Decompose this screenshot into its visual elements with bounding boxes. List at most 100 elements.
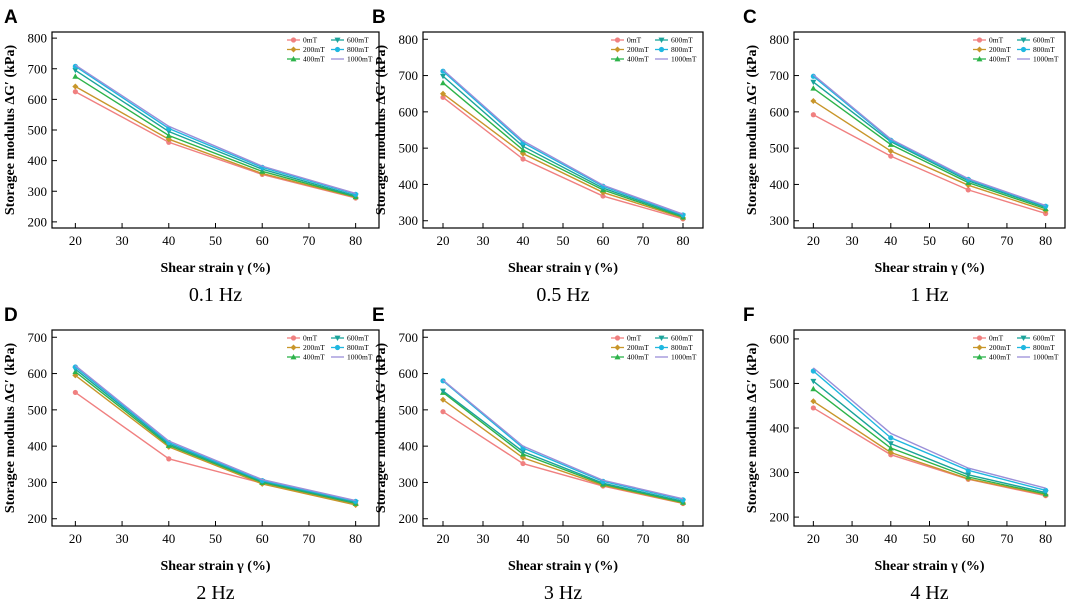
y-axis-title: Storagee modulus ΔG′ (kPa) bbox=[374, 45, 389, 216]
series-1000mT bbox=[74, 365, 356, 502]
legend-label-1000mT: 1000mT bbox=[347, 353, 373, 362]
data-point-400mT bbox=[810, 85, 817, 91]
y-tick-label: 500 bbox=[399, 402, 419, 417]
x-tick-label: 30 bbox=[846, 233, 859, 248]
data-point-800mT bbox=[72, 63, 78, 69]
data-point-200mT bbox=[810, 97, 817, 104]
y-tick-label: 200 bbox=[28, 214, 48, 229]
y-tick-label: 200 bbox=[770, 510, 790, 525]
series-line-200mT bbox=[74, 374, 356, 506]
legend-label-600mT: 600mT bbox=[1033, 36, 1055, 45]
y-tick-label: 200 bbox=[399, 511, 419, 526]
x-tick-label: 70 bbox=[302, 233, 315, 248]
data-point-400mT bbox=[72, 73, 79, 79]
panel-letter: B bbox=[372, 7, 386, 28]
legend-marker-400mT bbox=[614, 354, 621, 360]
panel-letter: F bbox=[743, 305, 755, 326]
series-line-600mT bbox=[812, 81, 1046, 208]
legend-label-0mT: 0mT bbox=[989, 36, 1004, 45]
x-tick-label: 70 bbox=[637, 233, 650, 248]
plot-frame bbox=[793, 329, 1066, 527]
legend-label-600mT: 600mT bbox=[1033, 334, 1055, 343]
data-point-0mT bbox=[810, 112, 816, 118]
data-point-0mT bbox=[888, 153, 894, 159]
legend-marker-400mT bbox=[290, 354, 297, 360]
legend-label-400mT: 400mT bbox=[989, 353, 1011, 362]
x-tick-label: 50 bbox=[923, 531, 936, 546]
series-line-200mT bbox=[442, 399, 684, 504]
y-tick-label: 800 bbox=[399, 32, 419, 47]
legend-marker-200mT bbox=[614, 344, 621, 351]
data-point-0mT bbox=[600, 193, 606, 199]
chart-panel-c: C 20 30 40 50 60 70 80 300 400 500 600 700 800 Shear s… bbox=[743, 7, 1066, 306]
series-0mT bbox=[72, 389, 359, 507]
x-tick-label: 60 bbox=[597, 233, 610, 248]
y-tick-label: 800 bbox=[28, 31, 48, 46]
series-line-400mT bbox=[442, 391, 684, 504]
data-point-400mT bbox=[440, 79, 446, 86]
series-line-800mT bbox=[812, 370, 1046, 492]
x-tick-label: 20 bbox=[807, 531, 820, 546]
legend-label-0mT: 0mT bbox=[303, 334, 318, 343]
x-tick-label: 50 bbox=[923, 233, 936, 248]
legend-label-600mT: 600mT bbox=[671, 36, 693, 45]
panel-letter: D bbox=[4, 305, 18, 326]
panel-caption: 1 Hz bbox=[910, 284, 948, 306]
x-tick-label: 80 bbox=[1039, 531, 1052, 546]
series-line-400mT bbox=[74, 75, 356, 198]
y-tick-label: 600 bbox=[399, 366, 419, 381]
legend-marker-400mT bbox=[976, 354, 983, 360]
legend-label-400mT: 400mT bbox=[627, 353, 649, 362]
y-tick-label: 300 bbox=[399, 475, 419, 490]
legend-label-1000mT: 1000mT bbox=[347, 55, 373, 64]
data-point-200mT bbox=[440, 90, 446, 97]
series-800mT bbox=[810, 368, 1049, 493]
chart-panel-b: B 20 30 40 50 60 70 80 300 400 500 600 700 800 Shear s… bbox=[372, 7, 704, 306]
series-600mT bbox=[72, 366, 359, 506]
y-tick-label: 300 bbox=[770, 213, 790, 228]
series-line-1000mT bbox=[442, 69, 684, 215]
y-tick-label: 500 bbox=[770, 141, 790, 156]
legend-label-800mT: 800mT bbox=[347, 343, 369, 352]
y-tick-label: 400 bbox=[399, 439, 419, 454]
series-line-800mT bbox=[812, 75, 1046, 207]
series-line-600mT bbox=[442, 75, 684, 217]
series-1000mT bbox=[442, 69, 684, 215]
data-point-200mT bbox=[440, 396, 446, 403]
panel-caption: 0.5 Hz bbox=[536, 284, 589, 306]
legend-marker-400mT bbox=[290, 56, 297, 62]
legend-label-1000mT: 1000mT bbox=[1033, 353, 1059, 362]
series-600mT bbox=[440, 73, 686, 220]
series-800mT bbox=[810, 73, 1049, 209]
x-tick-label: 50 bbox=[557, 233, 570, 248]
y-tick-label: 400 bbox=[28, 439, 48, 454]
data-point-0mT bbox=[166, 456, 172, 462]
x-tick-label: 30 bbox=[116, 531, 129, 546]
legend-marker-0mT bbox=[614, 37, 621, 43]
series-1000mT bbox=[812, 74, 1046, 207]
y-tick-label: 700 bbox=[770, 68, 790, 83]
data-point-400mT bbox=[520, 146, 526, 153]
y-tick-label: 600 bbox=[399, 104, 419, 119]
x-tick-label: 30 bbox=[477, 531, 490, 546]
series-0mT bbox=[810, 112, 1049, 217]
legend-label-800mT: 800mT bbox=[671, 343, 693, 352]
data-point-800mT bbox=[810, 73, 816, 79]
series-line-800mT bbox=[442, 380, 684, 501]
legend-marker-600mT bbox=[658, 335, 665, 341]
panel-letter: E bbox=[372, 305, 385, 326]
x-tick-label: 80 bbox=[1039, 233, 1052, 248]
series-line-0mT bbox=[75, 91, 356, 199]
y-tick-label: 500 bbox=[28, 123, 48, 138]
legend-label-200mT: 200mT bbox=[627, 45, 649, 54]
data-point-600mT bbox=[810, 79, 817, 86]
legend-marker-600mT bbox=[334, 335, 341, 341]
series-line-200mT bbox=[442, 93, 684, 219]
y-tick-label: 500 bbox=[28, 402, 48, 417]
series-400mT bbox=[810, 385, 1049, 497]
series-200mT bbox=[440, 396, 686, 507]
legend-label-200mT: 200mT bbox=[989, 45, 1011, 54]
series-line-0mT bbox=[442, 96, 684, 220]
series-line-600mT bbox=[442, 390, 684, 503]
